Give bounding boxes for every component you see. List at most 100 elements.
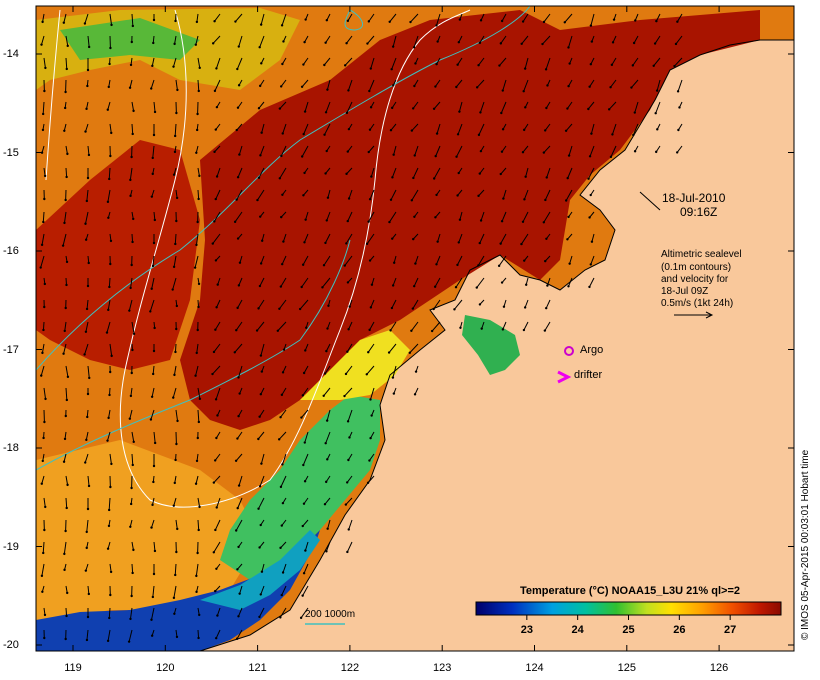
velocity-arrow: [152, 234, 156, 245]
velocity-arrow: [40, 233, 45, 247]
colorbar-tick-label: 27: [724, 624, 737, 636]
velocity-arrow: [456, 57, 463, 66]
velocity-arrow: [131, 563, 134, 575]
velocity-arrow: [477, 57, 485, 67]
velocity-arrow: [213, 145, 221, 154]
velocity-arrow: [84, 123, 89, 133]
velocity-arrow: [109, 123, 113, 135]
velocity-arrow: [634, 13, 639, 22]
velocity-arrow: [326, 519, 331, 530]
velocity-arrow: [237, 607, 243, 618]
velocity-arrow: [392, 145, 397, 156]
velocity-arrow: [279, 541, 287, 550]
velocity-arrow: [174, 343, 177, 354]
velocity-arrow: [673, 57, 683, 68]
velocity-arrow: [325, 13, 331, 22]
velocity-arrow: [389, 321, 397, 332]
velocity-arrow: [175, 299, 179, 308]
velocity-arrow: [301, 255, 309, 266]
velocity-arrow: [108, 167, 111, 181]
velocity-arrow: [131, 123, 134, 136]
velocity-arrow: [197, 299, 200, 309]
velocity-arrow: [129, 57, 133, 67]
velocity-arrow: [303, 431, 309, 444]
velocity-arrow: [347, 189, 353, 200]
velocity-arrow: [175, 409, 179, 423]
velocity-arrow: [197, 79, 200, 93]
velocity-arrow: [175, 189, 179, 200]
velocity-arrow: [195, 145, 199, 154]
velocity-arrow: [500, 211, 507, 223]
coastal-green: [220, 395, 380, 580]
velocity-arrow: [86, 388, 90, 396]
velocity-arrow: [173, 475, 177, 485]
velocity-arrow: [457, 233, 463, 244]
x-tick-label: 124: [525, 662, 544, 674]
velocity-arrow: [391, 167, 397, 179]
velocity-arrow: [153, 321, 156, 330]
velocity-arrow: [324, 101, 331, 114]
velocity-arrow: [368, 189, 375, 201]
velocity-arrow: [590, 233, 595, 243]
velocity-arrow: [300, 277, 309, 289]
velocity-arrow: [195, 13, 199, 24]
velocity-arrow: [346, 145, 353, 153]
velocity-arrow: [129, 497, 133, 506]
velocity-arrow: [84, 453, 89, 464]
velocity-arrow: [652, 57, 661, 67]
velocity-arrow: [62, 453, 67, 463]
velocity-arrow: [175, 79, 179, 92]
velocity-arrow: [87, 35, 91, 49]
velocity-arrow: [281, 123, 287, 135]
velocity-arrow: [40, 563, 45, 578]
velocity-arrow: [435, 13, 441, 27]
velocity-arrow: [106, 189, 111, 204]
velocity-arrow: [130, 585, 133, 598]
velocity-arrow: [345, 35, 353, 45]
velocity-arrow: [367, 145, 375, 154]
velocity-arrow: [43, 519, 46, 532]
velocity-arrow: [64, 409, 67, 418]
velocity-arrow: [257, 431, 265, 441]
velocity-arrow: [214, 519, 221, 532]
velocity-arrow: [301, 585, 309, 597]
velocity-arrow: [152, 35, 155, 45]
velocity-arrow: [237, 79, 243, 87]
velocity-arrow: [109, 343, 113, 358]
velocity-arrow: [152, 564, 156, 576]
velocity-arrow: [215, 57, 221, 70]
velocity-arrow: [195, 343, 199, 355]
velocity-arrow: [106, 541, 111, 550]
velocity-arrow: [282, 343, 287, 351]
velocity-arrow: [523, 57, 529, 70]
velocity-arrow: [236, 101, 243, 109]
velocity-arrow: [85, 519, 89, 534]
velocity-arrow: [564, 123, 573, 132]
velocity-arrow: [256, 189, 265, 202]
velocity-arrow: [368, 79, 375, 93]
velocity-arrow: [43, 629, 46, 640]
velocity-arrow: [389, 189, 397, 202]
velocity-arrow: [435, 189, 441, 197]
velocity-arrow: [277, 431, 287, 441]
velocity-arrow: [197, 409, 201, 424]
velocity-arrow: [193, 255, 199, 269]
velocity-arrow: [65, 57, 68, 71]
velocity-arrow: [238, 585, 243, 595]
velocity-arrow: [434, 145, 441, 158]
velocity-arrow: [500, 145, 507, 153]
velocity-arrow: [678, 101, 683, 109]
y-tick-label: -18: [3, 442, 19, 454]
velocity-arrow: [214, 629, 221, 640]
velocity-arrow: [63, 211, 67, 225]
velocity-arrow: [86, 168, 90, 180]
south-warm: [36, 440, 260, 620]
velocity-arrow: [520, 233, 529, 246]
velocity-arrow: [87, 365, 91, 380]
velocity-arrow: [632, 35, 639, 45]
velocity-arrow: [215, 167, 221, 178]
sealevel-contour-2: [45, 9, 61, 181]
velocity-arrow: [84, 211, 89, 225]
velocity-arrow: [65, 475, 69, 487]
velocity-arrow: [43, 57, 47, 70]
